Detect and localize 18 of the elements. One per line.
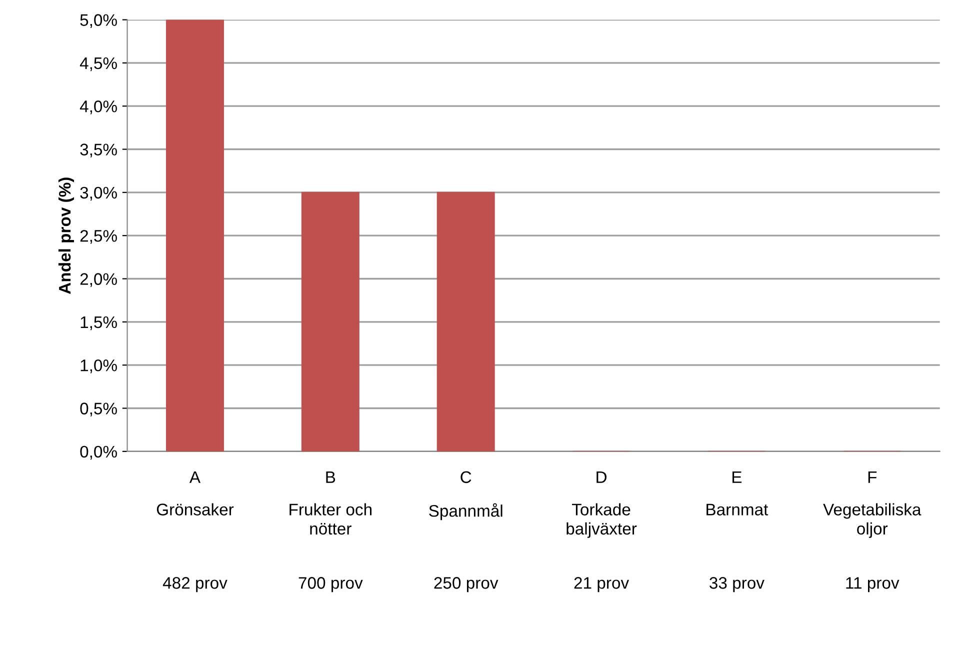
y-tick-label: 0,0% [80, 446, 117, 460]
y-tick-label: 4,5% [80, 57, 117, 72]
y-tick-label: 5,0% [80, 14, 117, 28]
category-label: C Spannmål 250 prov [429, 471, 502, 592]
y-tick-label: 1,5% [80, 316, 117, 330]
category-label: A Grönsaker 482 prov [156, 471, 234, 592]
y-axis-title: Andel prov (%) [58, 178, 74, 294]
category-label: B Frukter och nötter 700 prov [290, 471, 372, 592]
y-tick-label: 1,0% [80, 359, 117, 374]
category-label: D Torkade baljväxter 21 prov [566, 471, 637, 592]
y-tick-label: 3,0% [80, 186, 117, 201]
y-tick-label: 2,0% [80, 273, 117, 287]
y-tick-label: 2,5% [80, 230, 117, 244]
y-tick-label: 0,5% [80, 402, 117, 416]
category-label: F Vegetabiliska oljor 11 prov [823, 471, 922, 592]
category-label: E Barnmat 33 prov [706, 471, 768, 592]
y-tick-label: 3,5% [80, 144, 117, 158]
y-tick-label: 4,0% [80, 100, 117, 114]
